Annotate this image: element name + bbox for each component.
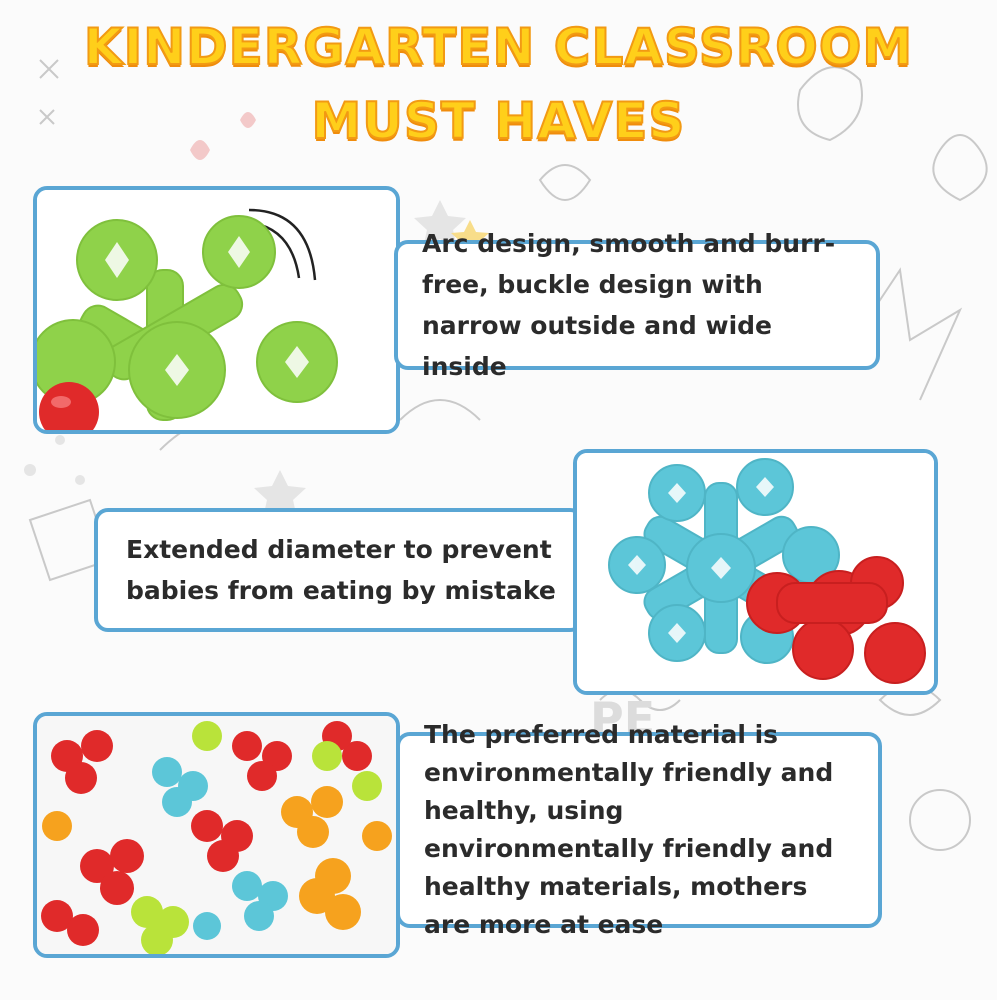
star-block-icon [37,716,396,954]
feature-text-material: The preferred material is environmentall… [396,720,882,939]
page-title-line-2: MUST HAVES [311,91,686,151]
feature-text-extended-diameter: Extended diameter to prevent babies from… [94,508,584,632]
feature-description: Arc design, smooth and burr-free, buckle… [422,229,836,381]
feature-image-material [33,712,400,958]
page-title-line-1: KINDERGARTEN CLASSROOM [83,17,914,77]
feature-image-extended-diameter [573,449,938,695]
star-block-icon [577,453,934,691]
feature-image-arc-design [33,186,400,434]
star-block-icon [37,190,396,430]
feature-description: Extended diameter to prevent babies from… [126,535,556,605]
feature-text-arc-design: Arc design, smooth and burr-free, buckle… [394,229,880,381]
feature-description: The preferred material is environmentall… [424,720,834,939]
